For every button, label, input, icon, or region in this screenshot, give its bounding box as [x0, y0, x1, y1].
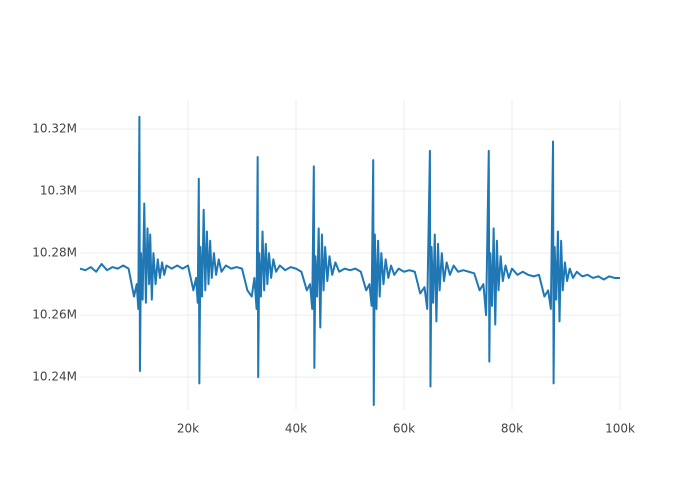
x-tick-label: 20k — [177, 422, 199, 436]
y-tick-label: 10.3M — [40, 184, 77, 198]
y-tick-label: 10.28M — [32, 246, 77, 260]
x-tick-label: 80k — [501, 422, 523, 436]
x-tick-label: 60k — [393, 422, 415, 436]
y-tick-label: 10.26M — [32, 308, 77, 322]
x-tick-label: 100k — [605, 422, 635, 436]
y-tick-label: 10.24M — [32, 370, 77, 384]
y-tick-label: 10.32M — [32, 122, 77, 136]
x-tick-label: 40k — [285, 422, 307, 436]
data-line — [79, 115, 620, 407]
